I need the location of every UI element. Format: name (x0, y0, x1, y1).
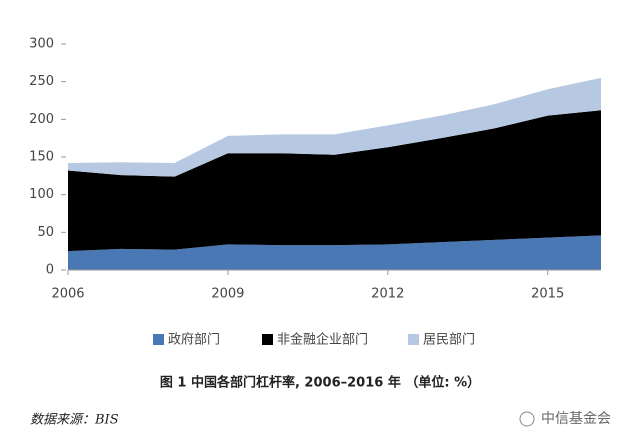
y-tick-label: 250 (29, 74, 54, 89)
y-tick-label: 150 (29, 150, 54, 165)
area (68, 110, 601, 252)
y-tick-label: 100 (29, 187, 54, 202)
y-tick-label: 50 (37, 225, 54, 240)
x-tick-label: 2015 (531, 287, 564, 302)
y-tick-label: 200 (29, 112, 54, 127)
areas (68, 77, 601, 270)
legend-label: 非金融企业部门 (277, 332, 368, 348)
legend-swatch (262, 334, 273, 345)
watermark-icon (519, 411, 535, 427)
source: 数据来源：BIS (30, 413, 119, 428)
area (68, 235, 601, 270)
watermark: 中信基金会 (541, 410, 611, 427)
legend-label: 政府部门 (168, 333, 220, 348)
caption: 图 1 中国各部门杠杆率, 2006–2016 年 （单位: %） (160, 375, 480, 391)
x-tick-label: 2012 (371, 287, 404, 302)
area (68, 77, 601, 177)
legend-swatch (153, 334, 164, 345)
x-tick-label: 2009 (211, 287, 244, 302)
y-tick-label: 0 (46, 263, 54, 278)
x-tick-label: 2006 (51, 287, 84, 302)
y-tick-label: 300 (29, 37, 54, 52)
legend-label: 居民部门 (423, 333, 475, 348)
legend-swatch (408, 334, 419, 345)
